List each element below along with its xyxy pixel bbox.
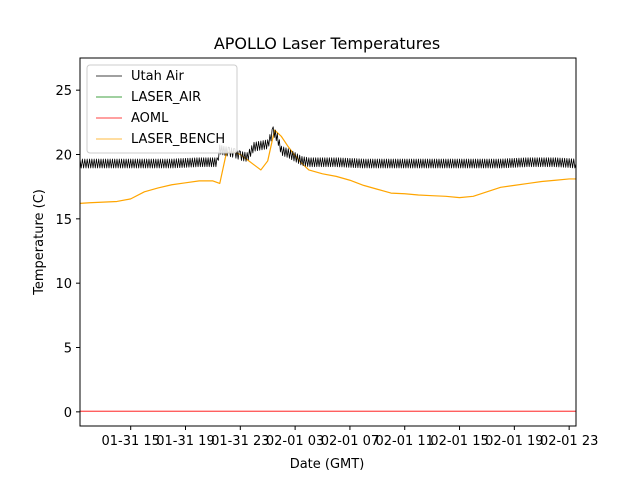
x-tick-label: 01-31 15 [101, 434, 159, 449]
y-tick-label: 25 [55, 84, 72, 99]
legend-entry-laser-air: LASER_AIR [96, 90, 201, 105]
x-tick-label: 02-01 11 [376, 434, 434, 449]
legend-label-aoml: AOML [131, 111, 169, 126]
legend-label-laser-air: LASER_AIR [131, 90, 201, 105]
plot-area-frame [79, 57, 577, 427]
x-tick-label: 01-31 19 [156, 434, 214, 449]
x-tick-label: 02-01 07 [321, 434, 379, 449]
x-tick-label: 02-01 23 [540, 434, 598, 449]
x-tick-label: 02-01 03 [266, 434, 324, 449]
legend-box [86, 64, 238, 154]
legend: Utah Air LASER_AIR AOML LASER_BENCH [86, 64, 238, 154]
x-tick-label: 02-01 19 [485, 434, 543, 449]
chart-title: APOLLO Laser Temperatures [214, 34, 440, 53]
y-axis-ticks: 0 5 10 15 20 25 [55, 84, 80, 421]
y-tick-label: 15 [55, 213, 72, 228]
series-layer [79, 126, 577, 412]
y-tick-label: 5 [64, 342, 72, 357]
y-tick-label: 20 [55, 149, 72, 164]
x-tick-label: 02-01 15 [430, 434, 488, 449]
y-tick-label: 10 [55, 277, 72, 292]
x-axis-label: Date (GMT) [290, 457, 365, 472]
legend-entry-utah-air: Utah Air [96, 69, 184, 84]
y-tick-label: 0 [64, 406, 72, 421]
legend-entry-laser-bench: LASER_BENCH [96, 132, 225, 147]
x-tick-label: 01-31 23 [211, 434, 269, 449]
legend-label-utah-air: Utah Air [131, 69, 184, 84]
y-axis-label: Temperature (C) [32, 189, 47, 296]
legend-label-laser-bench: LASER_BENCH [131, 132, 225, 147]
series-line-utah-air [79, 126, 577, 169]
legend-entry-aoml: AOML [96, 111, 169, 126]
